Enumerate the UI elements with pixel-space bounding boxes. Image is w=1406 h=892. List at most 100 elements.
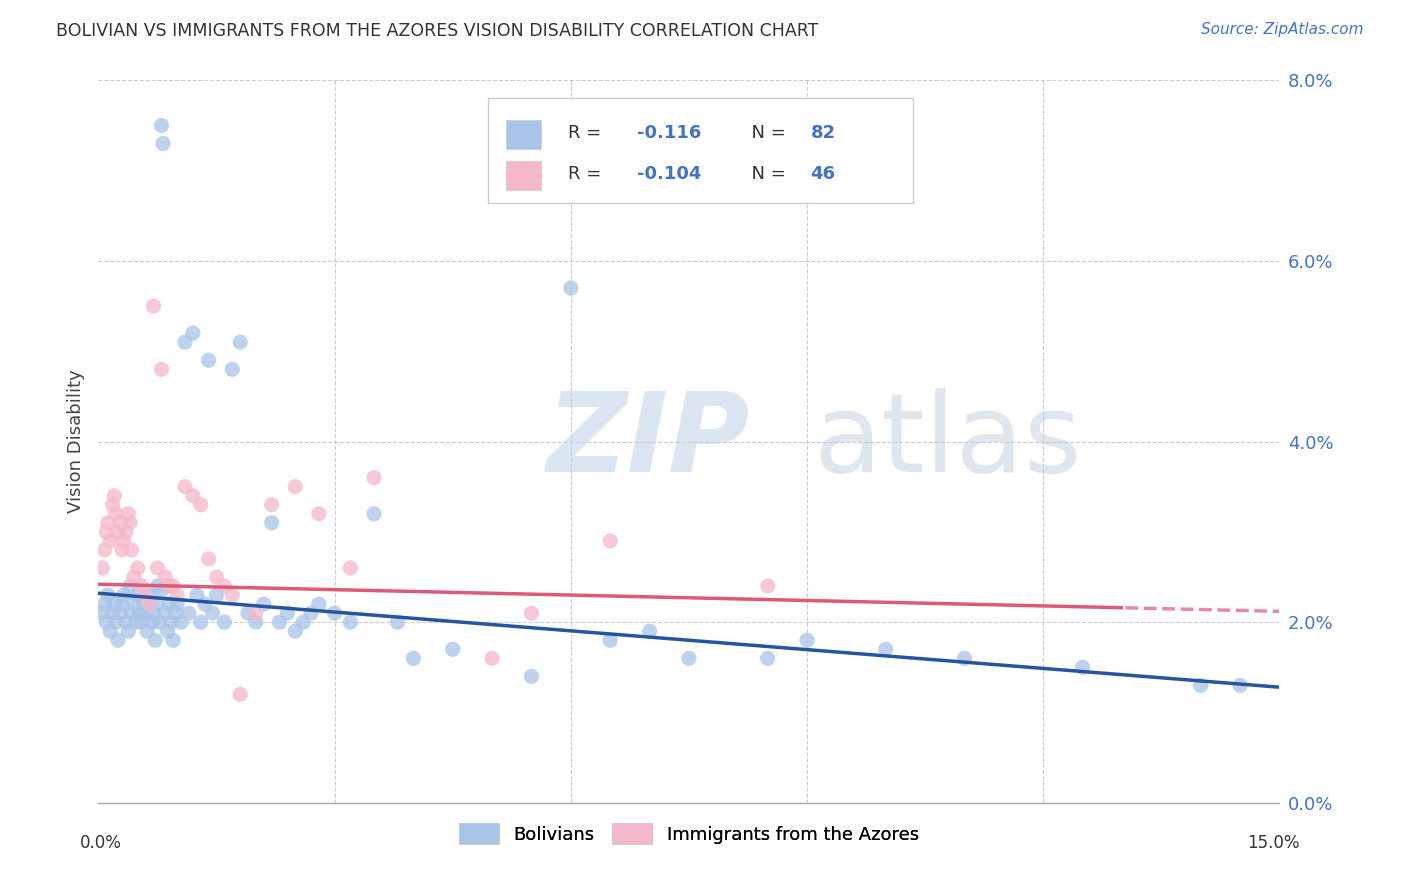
Point [245,606,267,620]
Legend: Bolivians, Immigrants from the Azores: Bolivians, Immigrants from the Azores [451,816,927,852]
Point [142,606,165,620]
Point [146,597,169,611]
Text: Source: ZipAtlas.com: Source: ZipAtlas.com [1201,22,1364,37]
Point [402,651,425,665]
Point [197,353,219,368]
Point [284,480,307,494]
Point [953,651,976,665]
Point [131,579,153,593]
Text: 0.0%: 0.0% [80,834,122,852]
Point [107,633,129,648]
Point [121,542,143,557]
Point [91,561,114,575]
Y-axis label: Vision Disability: Vision Disability [66,369,84,514]
Point [875,642,897,657]
Point [98,533,121,548]
Point [174,335,197,350]
Point [520,606,543,620]
Point [177,606,200,620]
Point [339,561,361,575]
Point [146,579,169,593]
Point [115,615,138,630]
Point [132,597,155,611]
Point [110,606,132,620]
Point [292,615,315,630]
Point [111,542,134,557]
Point [101,606,124,620]
FancyBboxPatch shape [506,161,541,190]
Text: -0.104: -0.104 [637,165,702,183]
Text: R =: R = [568,124,607,142]
Point [166,588,188,602]
Point [150,362,173,376]
Point [308,507,330,521]
Point [104,615,127,630]
Point [97,588,120,602]
Point [110,516,132,530]
Point [181,489,204,503]
Text: R =: R = [568,165,607,183]
Point [197,552,219,566]
Point [174,480,197,494]
Point [165,606,187,620]
Point [135,588,157,602]
Point [117,624,139,639]
Text: N =: N = [740,165,792,183]
Point [308,597,330,611]
Point [253,597,276,611]
Point [166,597,188,611]
Point [146,561,169,575]
Point [138,597,160,611]
Point [104,507,127,521]
Point [756,651,779,665]
Point [155,570,177,584]
Point [560,281,582,295]
Point [97,516,120,530]
Point [190,498,212,512]
Point [157,597,180,611]
Point [91,606,114,620]
Point [155,606,177,620]
Point [1229,678,1251,692]
Point [245,615,267,630]
Point [387,615,409,630]
Point [93,542,115,557]
Point [756,579,779,593]
Point [162,633,184,648]
Point [190,615,212,630]
Point [122,570,145,584]
Point [214,579,236,593]
Point [1189,678,1212,692]
Point [1071,660,1094,674]
Point [138,588,160,602]
Point [221,362,243,376]
Point [96,524,118,539]
Point [101,498,124,512]
Point [363,470,385,484]
Point [269,615,291,630]
Point [599,633,621,648]
Point [678,651,700,665]
Point [299,606,322,620]
Point [323,606,346,620]
Point [125,615,148,630]
Point [229,335,252,350]
Point [229,687,252,701]
Text: 15.0%: 15.0% [1247,834,1301,852]
Point [112,588,135,602]
Point [236,606,259,620]
Text: ZIP: ZIP [547,388,751,495]
Point [181,326,204,340]
Text: N =: N = [740,124,792,142]
Point [205,588,228,602]
Point [162,579,184,593]
Point [214,615,236,630]
Point [160,615,183,630]
Point [111,597,134,611]
Point [221,588,243,602]
Point [156,624,179,639]
Point [150,119,173,133]
Text: 82: 82 [811,124,835,142]
Point [142,299,165,313]
Point [201,606,224,620]
